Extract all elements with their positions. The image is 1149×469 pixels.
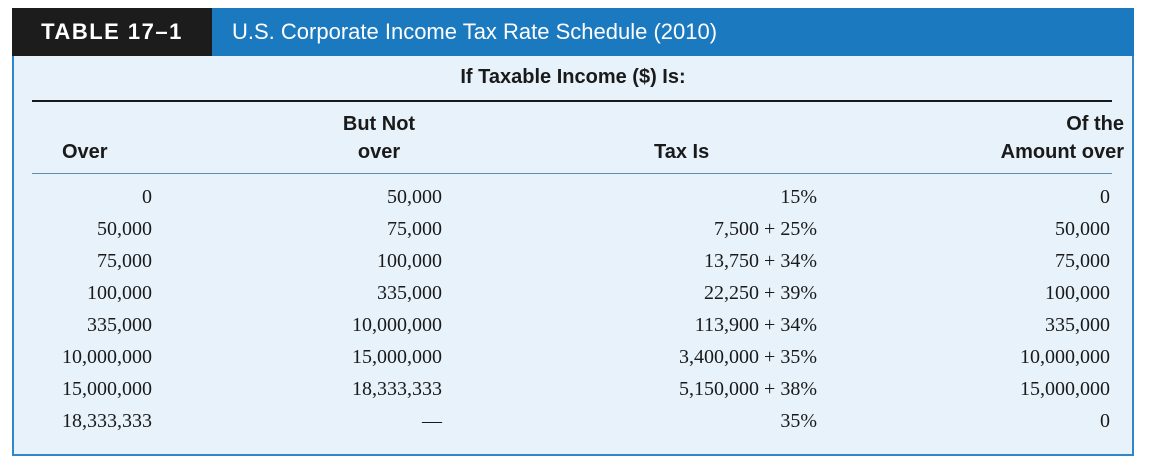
table-row: 75,000 100,000 13,750 + 34% 75,000 [14, 246, 1132, 278]
cell-but-not-over: 100,000 [377, 250, 442, 272]
cell-tax-is: 113,900 + 34% [694, 314, 817, 336]
column-header-amount-over: Of the Amount over [944, 110, 1124, 166]
cell-amount-over: 100,000 [1045, 282, 1110, 304]
column-header-tax-is: Tax Is [654, 141, 710, 163]
cell-tax-is: 13,750 + 34% [704, 250, 817, 272]
table-row: 100,000 335,000 22,250 + 39% 100,000 [14, 278, 1132, 310]
cell-tax-is: 7,500 + 25% [714, 218, 817, 240]
table-row: 10,000,000 15,000,000 3,400,000 + 35% 10… [14, 342, 1132, 374]
cell-over: 100,000 [87, 282, 152, 304]
cell-amount-over: 0 [1100, 410, 1110, 432]
cell-but-not-over: 50,000 [387, 186, 442, 208]
column-header-but-not-over-line1: But Not [342, 113, 416, 135]
cell-but-not-over: 335,000 [377, 282, 442, 304]
table-header-bar: TABLE 17–1 U.S. Corporate Income Tax Rat… [12, 8, 1134, 56]
table-row: 18,333,333 — 35% 0 [14, 406, 1132, 438]
header-rule [32, 100, 1112, 102]
cell-tax-is: 15% [780, 186, 817, 208]
column-header-but-not-over: But Not over [324, 110, 434, 166]
table-title: U.S. Corporate Income Tax Rate Schedule … [232, 19, 718, 44]
table-row: 335,000 10,000,000 113,900 + 34% 335,000 [14, 310, 1132, 342]
cell-tax-is: 3,400,000 + 35% [679, 346, 817, 368]
cell-but-not-over: 75,000 [387, 218, 442, 240]
cell-but-not-over: 18,333,333 [352, 378, 442, 400]
table-row: 50,000 75,000 7,500 + 25% 50,000 [14, 214, 1132, 246]
cell-tax-is: 35% [780, 410, 817, 432]
group-header: If Taxable Income ($) Is: [460, 66, 686, 88]
cell-over: 10,000,000 [62, 346, 152, 368]
table-row: 0 50,000 15% 0 [14, 182, 1132, 214]
cell-over: 75,000 [97, 250, 152, 272]
cell-over: 0 [142, 186, 152, 208]
cell-over: 15,000,000 [62, 378, 152, 400]
cell-over: 50,000 [97, 218, 152, 240]
cell-amount-over: 0 [1100, 186, 1110, 208]
cell-amount-over: 10,000,000 [1020, 346, 1110, 368]
cell-tax-is: 22,250 + 39% [704, 282, 817, 304]
column-header-amount-over-line1: Of the [1066, 113, 1124, 135]
cell-amount-over: 50,000 [1055, 218, 1110, 240]
column-header-amount-over-line2: Amount over [1000, 141, 1124, 163]
cell-but-not-over: — [422, 410, 442, 432]
column-header-over: Over [62, 141, 108, 163]
cell-tax-is: 5,150,000 + 38% [679, 378, 817, 400]
cell-amount-over: 75,000 [1055, 250, 1110, 272]
cell-amount-over: 335,000 [1045, 314, 1110, 336]
cell-but-not-over: 10,000,000 [352, 314, 442, 336]
column-header-but-not-over-line2: over [357, 141, 401, 163]
cell-but-not-over: 15,000,000 [352, 346, 442, 368]
cell-amount-over: 15,000,000 [1020, 378, 1110, 400]
table-body: 0 50,000 15% 0 50,000 75,000 7,500 + 25%… [14, 182, 1132, 438]
column-header-rule [32, 173, 1112, 174]
cell-over: 335,000 [87, 314, 152, 336]
table-row: 15,000,000 18,333,333 5,150,000 + 38% 15… [14, 374, 1132, 406]
tax-rate-table: TABLE 17–1 U.S. Corporate Income Tax Rat… [12, 8, 1134, 456]
cell-over: 18,333,333 [62, 410, 152, 432]
table-number-label: TABLE 17–1 [12, 8, 212, 56]
